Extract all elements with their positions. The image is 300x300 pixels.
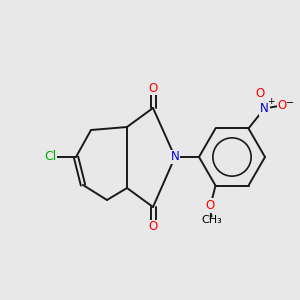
Text: O: O <box>148 82 158 94</box>
Text: N: N <box>260 102 269 115</box>
Text: +: + <box>267 97 274 106</box>
Text: N: N <box>171 151 179 164</box>
Text: −: − <box>286 98 295 108</box>
Text: O: O <box>255 87 264 100</box>
Text: CH₃: CH₃ <box>201 214 222 225</box>
Text: O: O <box>148 220 158 233</box>
Text: O: O <box>206 199 215 212</box>
Text: Cl: Cl <box>44 151 56 164</box>
Text: O: O <box>278 99 287 112</box>
